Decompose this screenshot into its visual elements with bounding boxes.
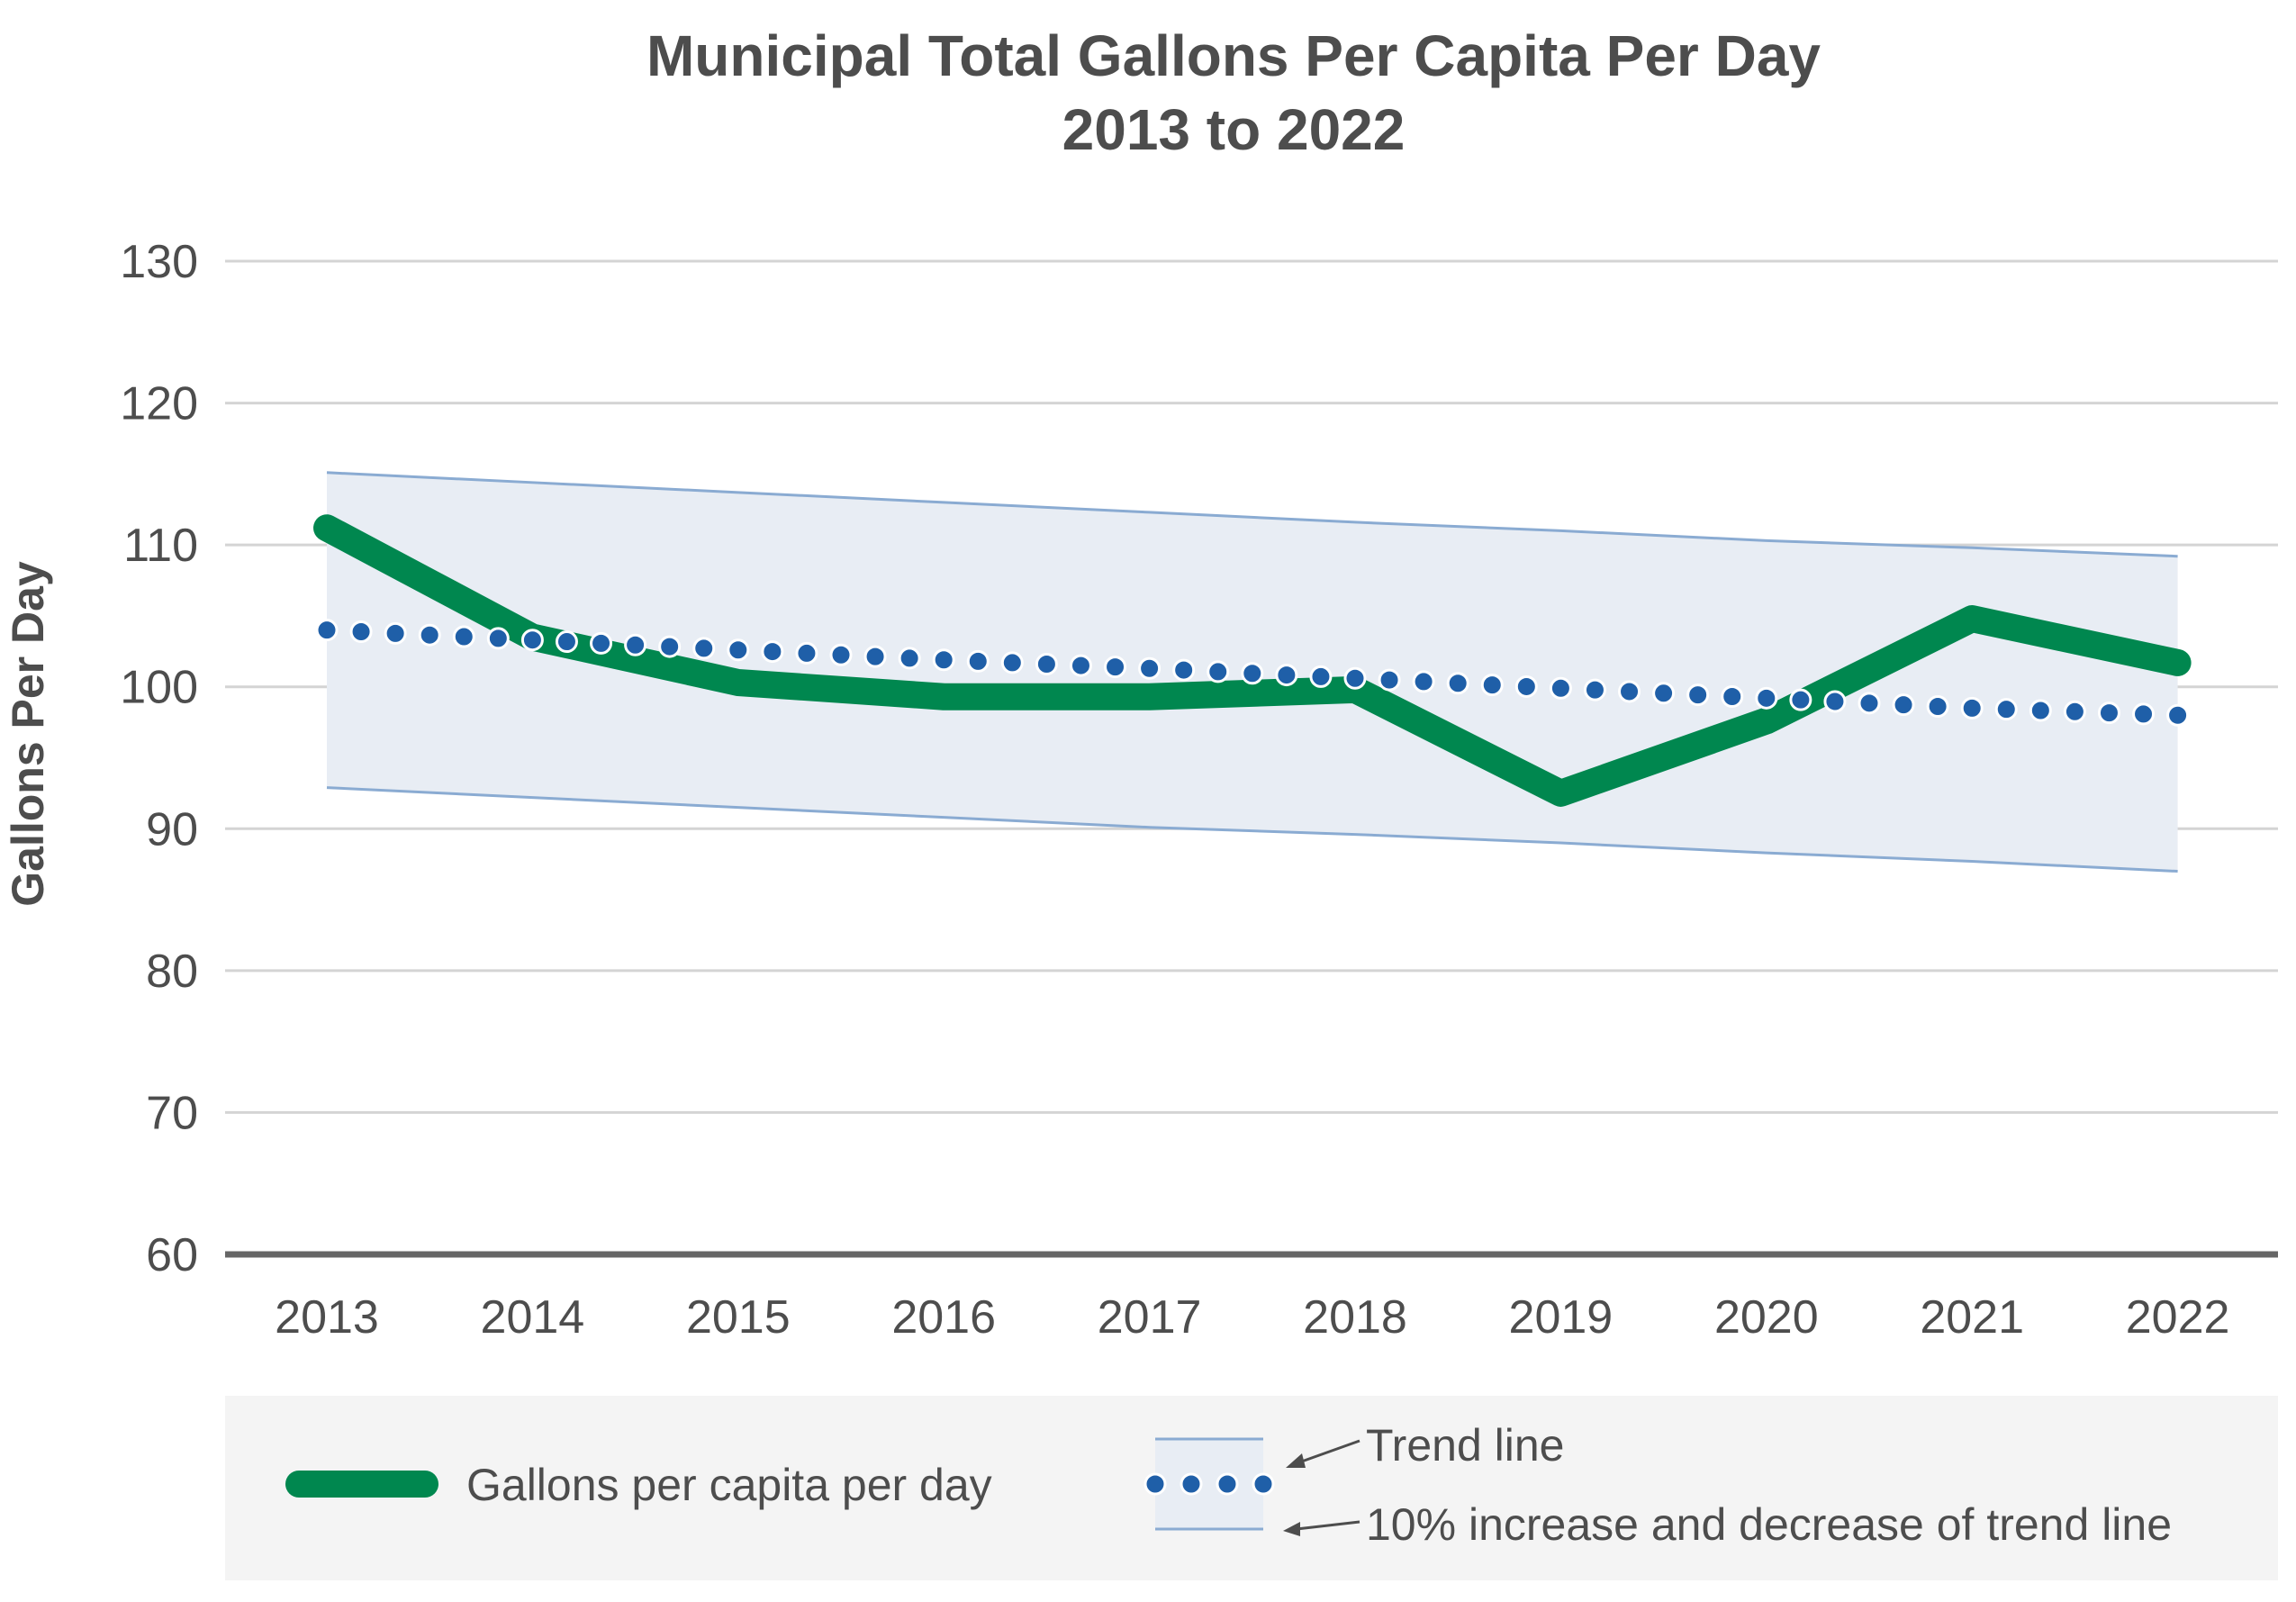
trend-dot (590, 631, 613, 655)
band-lower-line (326, 786, 2178, 873)
trend-dot (1755, 686, 1778, 710)
trend-dot (1309, 665, 1333, 688)
legend-trend-dot (1143, 1472, 1167, 1496)
trend-dot (1514, 674, 1538, 698)
trend-dot (658, 635, 682, 658)
trend-dot (1858, 692, 1881, 715)
trend-dot (727, 638, 750, 662)
x-tick-labels: 2013 2014 2015 2016 2017 2018 2019 2020 2021 2022 (275, 1291, 2229, 1344)
legend-label-trend: Trend line (1366, 1420, 1564, 1471)
trend-dot (1480, 674, 1504, 697)
trend-dot (349, 620, 373, 644)
x-tick-label: 2013 (275, 1291, 379, 1344)
x-tick-label: 2016 (891, 1291, 996, 1344)
trend-dot (624, 633, 647, 656)
y-tick-label: 60 (146, 1229, 198, 1281)
y-tick-label: 130 (120, 236, 198, 288)
trend-dot (966, 649, 990, 673)
x-tick-label: 2022 (2126, 1291, 2230, 1344)
trend-dot (1069, 654, 1092, 677)
trend-dot (1172, 658, 1196, 682)
x-tick-label: 2014 (481, 1291, 585, 1344)
y-tick-label: 70 (146, 1087, 198, 1139)
trend-dot (555, 630, 578, 654)
x-tick-label: 2020 (1714, 1291, 1819, 1344)
legend-label-gallons: Gallons per capita per day (466, 1460, 992, 1510)
trend-dot (2029, 699, 2052, 722)
trend-dot (486, 627, 510, 650)
trend-dot (384, 621, 407, 645)
series-line-gallons (313, 514, 2192, 807)
legend-arrowhead-band (1283, 1522, 1300, 1536)
trend-dot (1823, 690, 1847, 713)
legend-arrow-trend (1296, 1439, 1360, 1465)
trend-dot (1721, 684, 1744, 708)
trend-dot (1138, 656, 1162, 680)
trend-dot (1686, 683, 1710, 707)
trend-dot (863, 645, 887, 668)
legend-trend-dot (1180, 1472, 1203, 1496)
x-tick-label: 2019 (1509, 1291, 1614, 1344)
trend-dot (1892, 693, 1915, 717)
series-layer (313, 514, 2192, 807)
trend-dot (1618, 680, 1641, 703)
trend-dot (2132, 702, 2156, 726)
y-tick-labels: 60 70 80 90 100 110 120 130 (120, 236, 198, 1281)
trend-dot (2097, 701, 2120, 725)
trend-dot (520, 629, 544, 652)
y-axis-label: Gallons Per Day (3, 561, 53, 907)
trend-dot (1207, 660, 1230, 683)
trend-dot (1241, 662, 1264, 685)
trend-dot (1104, 656, 1127, 679)
trend-dot (315, 619, 339, 642)
trend-dot (692, 637, 716, 660)
legend-label-band: 10% increase and decrease of trend line (1366, 1499, 2172, 1550)
trend-dot (898, 647, 921, 670)
y-tick-label: 90 (146, 803, 198, 855)
x-tick-label: 2015 (686, 1291, 791, 1344)
legend-trend-dot (1216, 1472, 1239, 1496)
legend-arrow-band (1296, 1520, 1360, 1531)
y-tick-label: 80 (146, 946, 198, 998)
trend-dot (1583, 678, 1606, 701)
chart-title-line-2: 2013 to 2022 (1062, 97, 1406, 162)
y-tick-label: 100 (120, 662, 198, 714)
trend-dot (829, 643, 853, 666)
chart-title-line-1: Municipal Total Gallons Per Capita Per D… (646, 23, 1821, 88)
trend-dot (932, 648, 955, 672)
trend-dot (1275, 664, 1298, 687)
trend-dot (1000, 651, 1024, 674)
trend-dot (452, 625, 475, 648)
band-upper-line (326, 471, 2178, 558)
trend-dot (1343, 666, 1367, 690)
trend-dot (1549, 676, 1572, 700)
x-tick-label: 2018 (1303, 1291, 1407, 1344)
y-tick-label: 120 (120, 378, 198, 430)
legend-arrowhead-trend (1286, 1453, 1306, 1468)
trend-dot (1960, 696, 1984, 720)
trend-dot (1446, 672, 1469, 695)
x-tick-label: 2017 (1098, 1291, 1202, 1344)
trend-dot (418, 623, 441, 647)
trend-dot (1035, 653, 1058, 676)
trend-dot (1412, 670, 1435, 693)
trend-dot (1789, 688, 1812, 711)
legend-trend-dot (1252, 1472, 1275, 1496)
trend-dot (2166, 703, 2190, 727)
trend-dot (1994, 698, 2018, 721)
x-tick-label: 2021 (1920, 1291, 2024, 1344)
trend-dot (2063, 700, 2086, 723)
trend-dot (1652, 682, 1676, 705)
legend-swatch-band (1155, 1439, 1263, 1529)
trend-dot (761, 640, 784, 664)
trend-dot (1926, 695, 1949, 719)
trend-dot (1378, 668, 1401, 692)
trend-dot (795, 641, 818, 665)
y-tick-label: 110 (123, 520, 198, 572)
